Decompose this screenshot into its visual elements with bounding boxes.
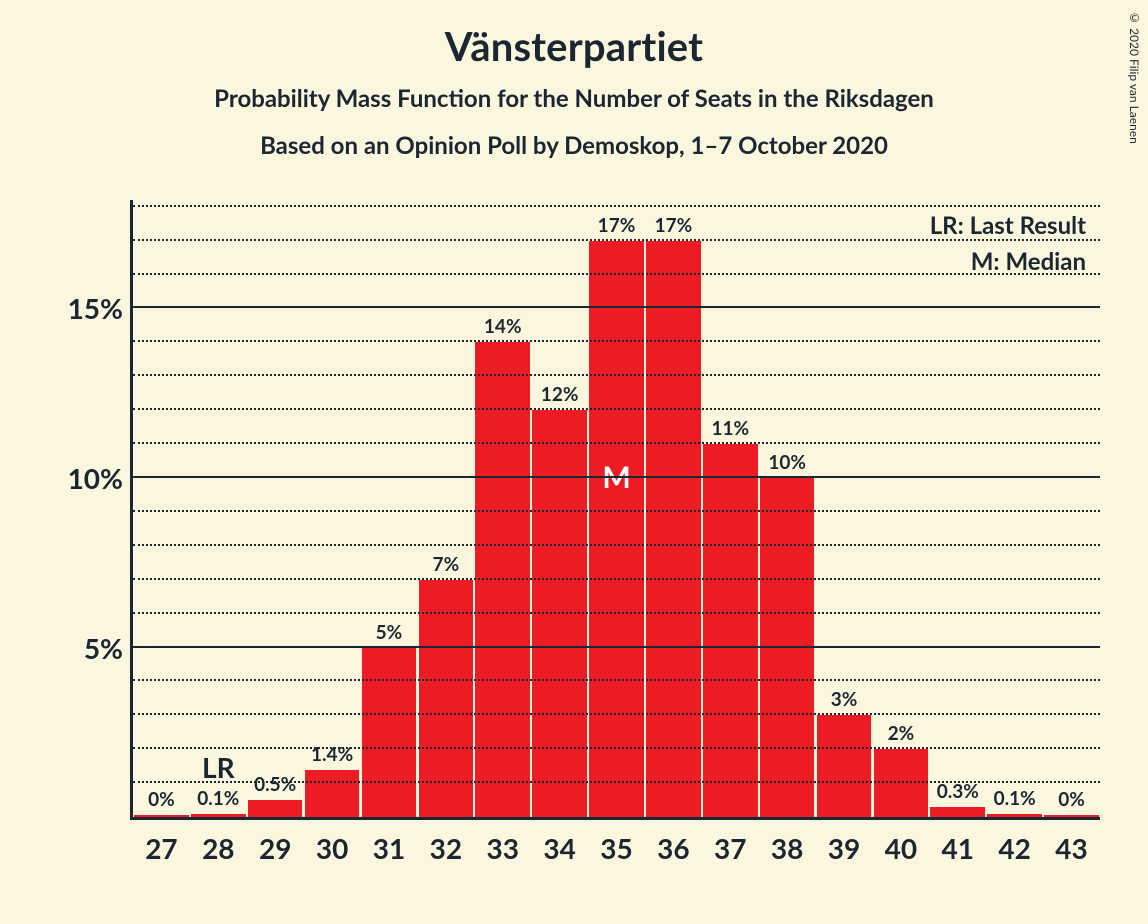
bar-value-label: 0.5%: [254, 773, 296, 796]
bar: 10%: [760, 478, 815, 817]
x-axis-label: 40: [885, 831, 917, 865]
grid-minor: [133, 408, 1100, 410]
copyright-text: © 2020 Filip van Laenen: [1127, 10, 1142, 144]
plot-area: LR: Last Result M: Median 0%0.1%0.5%1.4%…: [50, 200, 1110, 880]
bar: 1.4%: [305, 770, 360, 817]
grid-minor: [133, 510, 1100, 512]
y-axis-label: 15%: [68, 291, 133, 325]
grid-minor: [133, 544, 1100, 546]
x-axis-label: 29: [259, 831, 291, 865]
grid-minor: [133, 205, 1100, 207]
grid-minor: [133, 747, 1100, 749]
grid-minor: [133, 239, 1100, 241]
bar: 0.1%: [987, 814, 1042, 817]
bar-value-label: 1.4%: [311, 743, 353, 766]
chart-title: Vänsterpartiet: [0, 0, 1148, 70]
y-axis-label: 10%: [68, 461, 133, 495]
bar-value-label: 11%: [711, 417, 749, 440]
bar-value-label: 0.3%: [937, 780, 979, 803]
grid-minor: [133, 273, 1100, 275]
axes: LR: Last Result M: Median 0%0.1%0.5%1.4%…: [130, 200, 1100, 820]
x-axis-label: 38: [771, 831, 803, 865]
x-axis-label: 31: [373, 831, 405, 865]
x-axis-label: 35: [600, 831, 632, 865]
x-axis-label: 33: [486, 831, 518, 865]
bar-value-label: 14%: [484, 315, 522, 338]
grid-minor: [133, 713, 1100, 715]
x-axis-label: 32: [430, 831, 462, 865]
x-axis-label: 43: [1055, 831, 1087, 865]
bar: 0.3%: [930, 807, 985, 817]
bar: 17%: [589, 241, 644, 817]
grid-minor: [133, 612, 1100, 614]
x-axis-label: 37: [714, 831, 746, 865]
bar-value-label: 0%: [148, 788, 175, 811]
x-axis-label: 42: [998, 831, 1030, 865]
bar: 12%: [532, 410, 587, 817]
bar: 5%: [362, 648, 417, 818]
x-axis-label: 41: [942, 831, 974, 865]
grid-minor: [133, 374, 1100, 376]
bar-value-label: 17%: [655, 214, 693, 237]
bar: 0%: [134, 815, 189, 817]
bar-value-label: 5%: [376, 621, 403, 644]
chart-subtitle-2: Based on an Opinion Poll by Demoskop, 1–…: [0, 131, 1148, 160]
bar: 11%: [703, 444, 758, 817]
x-axis-label: 27: [145, 831, 177, 865]
bar: 0%: [1044, 815, 1099, 817]
bar-value-label: 3%: [831, 688, 858, 711]
x-axis-label: 39: [828, 831, 860, 865]
grid-minor: [133, 679, 1100, 681]
x-axis-label: 30: [316, 831, 348, 865]
grid-minor: [133, 578, 1100, 580]
bar: 0.1%: [191, 814, 246, 817]
grid-minor: [133, 442, 1100, 444]
bar: 3%: [817, 715, 872, 817]
y-axis-label: 5%: [84, 631, 133, 665]
grid-major: [133, 306, 1100, 308]
x-axis-label: 36: [657, 831, 689, 865]
grid-major: [133, 476, 1100, 478]
bar-value-label: 7%: [433, 553, 460, 576]
bar-value-label: 0.1%: [994, 787, 1036, 810]
x-axis-label: 28: [202, 831, 234, 865]
x-axis-label: 34: [543, 831, 575, 865]
bar-value-label: 0.1%: [197, 787, 239, 810]
bar-value-label: 17%: [598, 214, 636, 237]
bars-container: 0%0.1%0.5%1.4%5%7%14%12%17%17%11%10%3%2%…: [133, 200, 1100, 817]
bar: 17%: [646, 241, 701, 817]
chart-subtitle: Probability Mass Function for the Number…: [0, 84, 1148, 113]
grid-major: [133, 646, 1100, 648]
last-result-annotation: LR: [202, 750, 235, 784]
bar-value-label: 12%: [541, 383, 579, 406]
bar-value-label: 10%: [768, 451, 806, 474]
bar: 0.5%: [248, 800, 303, 817]
bar-value-label: 2%: [888, 722, 915, 745]
grid-minor: [133, 781, 1100, 783]
bar-value-label: 0%: [1058, 788, 1085, 811]
grid-minor: [133, 340, 1100, 342]
